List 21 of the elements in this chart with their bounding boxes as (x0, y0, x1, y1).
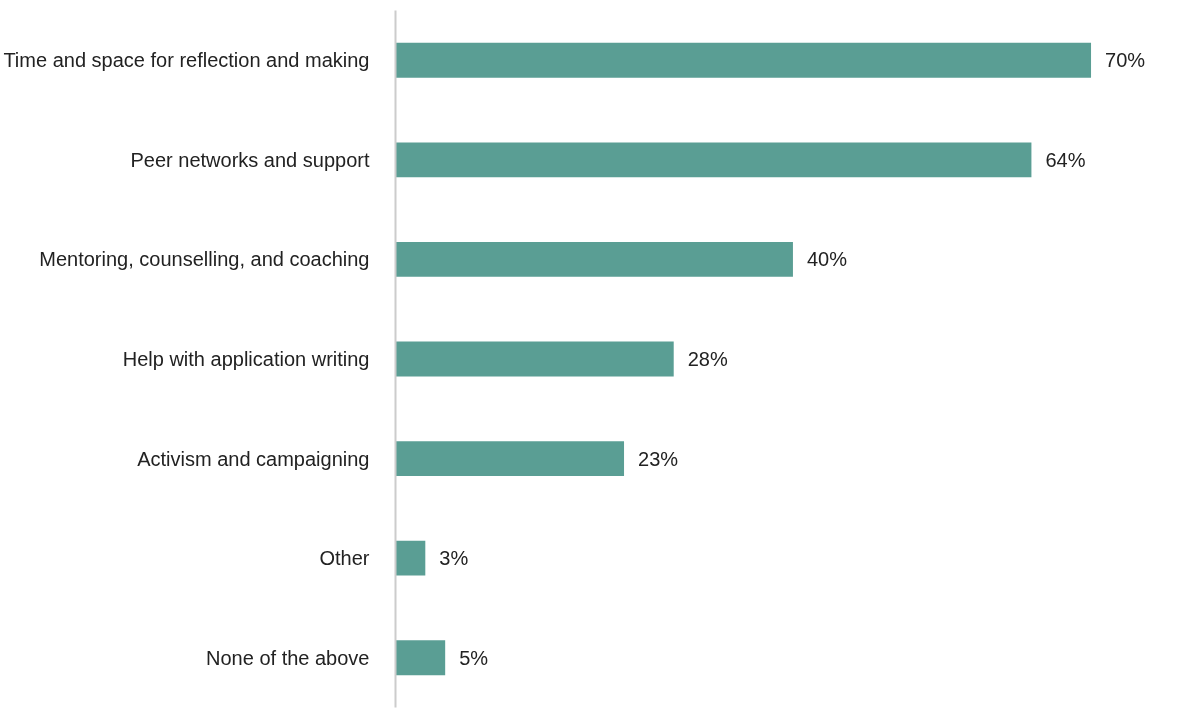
bar (395, 242, 793, 277)
data-label: 28% (687, 348, 728, 370)
data-label: 40% (806, 248, 848, 271)
bar (395, 341, 674, 377)
bar (395, 142, 1032, 178)
bar (395, 640, 446, 676)
data-label: 3% (439, 547, 469, 570)
y-tick-label: None of the above (206, 646, 370, 669)
bar (395, 42, 1092, 78)
y-tick-label: Mentoring, counselling, and coaching (39, 248, 370, 271)
data-label: 64% (1045, 148, 1086, 171)
y-tick-label: Time and space for reflection and making (3, 49, 370, 72)
bar (395, 540, 426, 576)
data-label: 70% (1105, 49, 1146, 72)
data-label: 23% (638, 447, 679, 470)
y-tick-label: Other (319, 547, 370, 570)
bar (395, 441, 625, 476)
y-tick-label: Activism and campaigning (137, 447, 370, 470)
y-tick-label: Peer networks and support (130, 148, 370, 171)
y-tick-label: Help with application writing (122, 348, 370, 370)
data-label: 5% (459, 646, 489, 669)
